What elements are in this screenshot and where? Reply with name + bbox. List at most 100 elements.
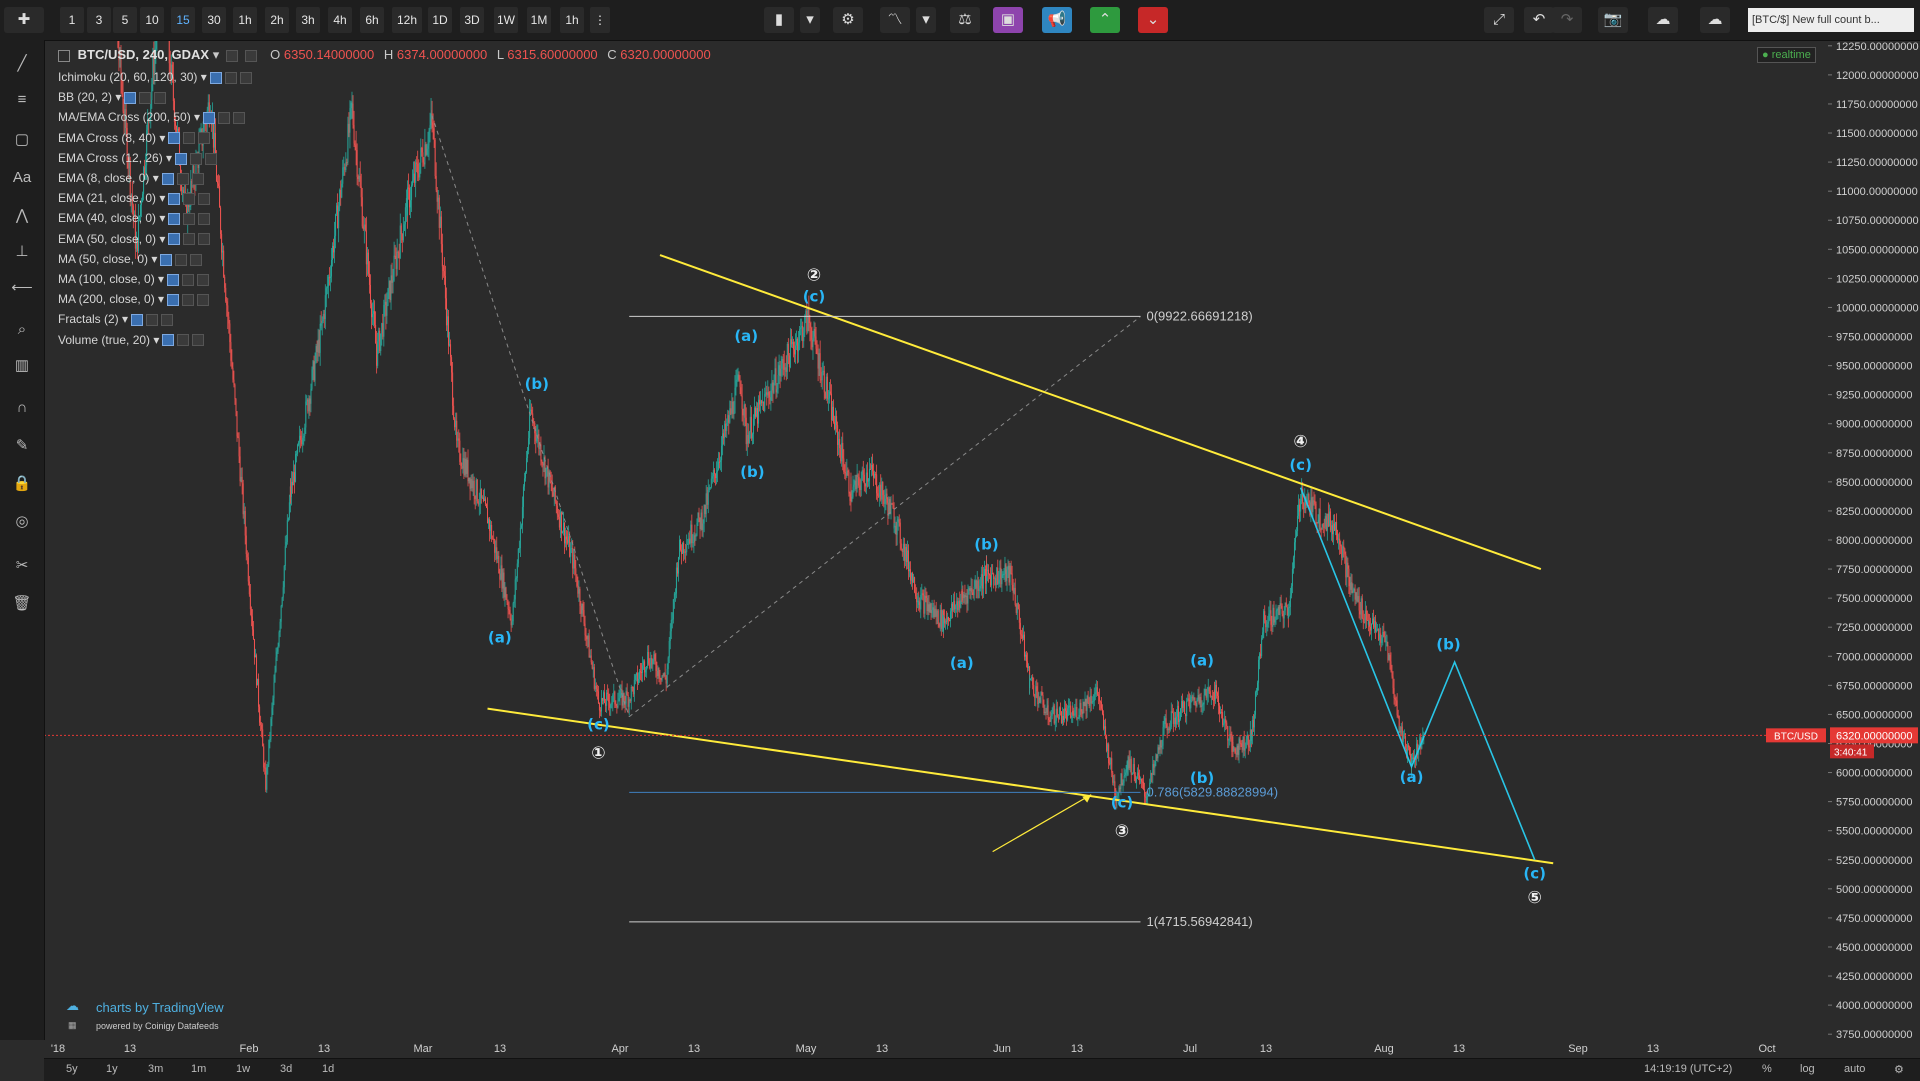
- range-1y-button[interactable]: 1y: [106, 1063, 118, 1075]
- hide-box-icon[interactable]: [224, 71, 237, 84]
- chevron-down-icon[interactable]: ▾: [112, 90, 122, 105]
- settings-box-icon[interactable]: [203, 112, 216, 125]
- ruler-icon[interactable]: ▥: [14, 357, 30, 374]
- interval-3D-button[interactable]: 3D: [460, 7, 484, 33]
- close-box-icon[interactable]: [233, 112, 246, 125]
- chart-legend[interactable]: BTC/USD, 240, GDAX ▾ O 6350.14000000 H 6…: [58, 47, 711, 63]
- indicator-label[interactable]: MA (200, close, 0): [58, 292, 155, 307]
- indicator-item[interactable]: EMA Cross (8, 40) ▾: [58, 130, 211, 146]
- indicator-item[interactable]: MA (100, close, 0) ▾: [58, 271, 210, 287]
- interval-10-button[interactable]: 10: [140, 7, 164, 33]
- hide-box-icon[interactable]: [177, 334, 190, 347]
- indicator-item[interactable]: MA/EMA Cross (200, 50) ▾: [58, 109, 246, 125]
- chevron-down-icon[interactable]: ▾: [156, 211, 166, 226]
- settings-box-icon[interactable]: [131, 314, 144, 327]
- log-toggle[interactable]: log: [1800, 1063, 1815, 1075]
- cube-icon[interactable]: ▣: [993, 7, 1023, 33]
- settings-box-icon[interactable]: [162, 334, 175, 347]
- camera-icon[interactable]: 📷: [1598, 7, 1628, 33]
- auto-toggle[interactable]: auto: [1844, 1063, 1866, 1075]
- indicators-icon[interactable]: 〽: [880, 7, 910, 33]
- chevron-down-icon[interactable]: ▾: [154, 272, 165, 286]
- chevron-down-icon[interactable]: ▾: [197, 70, 207, 84]
- interval-30-button[interactable]: 30: [202, 7, 226, 33]
- hide-box-icon[interactable]: [139, 92, 152, 105]
- chevron-down-icon[interactable]: ▾: [212, 47, 220, 62]
- indicator-label[interactable]: EMA Cross (12, 26): [58, 150, 163, 165]
- chevron-down-icon[interactable]: ▾: [149, 171, 159, 185]
- chevron-down-icon[interactable]: ▾: [156, 191, 166, 206]
- megaphone-icon[interactable]: 📢: [1042, 7, 1072, 33]
- rectangle-icon[interactable]: ▢: [14, 131, 30, 148]
- interval-15-button[interactable]: 15: [171, 7, 195, 33]
- chevron-down-icon[interactable]: ▾: [156, 130, 166, 145]
- hide-box-icon[interactable]: [176, 172, 189, 185]
- settings-box-icon[interactable]: [168, 213, 181, 226]
- trash-icon[interactable]: 🗑: [12, 595, 32, 612]
- indicator-label[interactable]: Volume (true, 20): [58, 332, 151, 347]
- close-box-icon[interactable]: [197, 294, 210, 307]
- hide-box-icon[interactable]: [183, 233, 196, 246]
- settings-box-icon[interactable]: [209, 71, 222, 84]
- chevron-down-icon[interactable]: ▾: [156, 231, 166, 246]
- close-box-icon[interactable]: [198, 132, 211, 145]
- hide-box-icon[interactable]: [218, 112, 231, 125]
- compare-icon[interactable]: ⚖: [950, 7, 980, 33]
- interval-5-button[interactable]: 5: [113, 7, 137, 33]
- range-5y-button[interactable]: 5y: [66, 1063, 78, 1075]
- interval-1h-button[interactable]: 1h: [560, 7, 584, 33]
- interval-1-button[interactable]: 1: [60, 7, 84, 33]
- interval-6h-button[interactable]: 6h: [360, 7, 384, 33]
- range-1m-button[interactable]: 1m: [191, 1063, 207, 1075]
- indicator-label[interactable]: EMA Cross (8, 40): [58, 130, 157, 145]
- settings-box-icon[interactable]: [167, 294, 180, 307]
- buy-icon[interactable]: ⌃: [1090, 7, 1120, 33]
- eye-hidden-icon[interactable]: ◎: [15, 513, 29, 530]
- indicator-label[interactable]: BB (20, 2): [58, 90, 113, 105]
- more-intervals-icon[interactable]: ⋮: [590, 7, 610, 33]
- close-box-icon[interactable]: [161, 314, 174, 327]
- credit-text[interactable]: charts by TradingView: [96, 1000, 224, 1015]
- indicator-item[interactable]: BB (20, 2) ▾: [58, 89, 167, 105]
- chevron-down-icon[interactable]: ▾: [162, 150, 173, 165]
- settings-box-icon[interactable]: [124, 92, 137, 105]
- indicator-label[interactable]: Ichimoku (20, 60, 120, 30): [58, 70, 198, 84]
- indicator-item[interactable]: Fractals (2) ▾: [58, 311, 174, 327]
- interval-1M-button[interactable]: 1M: [527, 7, 551, 33]
- interval-4h-button[interactable]: 4h: [328, 7, 352, 33]
- indicator-label[interactable]: Fractals (2): [58, 312, 119, 327]
- chevron-down-icon[interactable]: ▾: [190, 110, 201, 125]
- settings-box-icon[interactable]: [161, 172, 174, 185]
- gear-icon[interactable]: ⚙: [833, 7, 863, 33]
- indicator-item[interactable]: EMA (40, close, 0) ▾: [58, 210, 211, 226]
- crosshair-icon[interactable]: ✚: [4, 7, 44, 33]
- interval-12h-button[interactable]: 12h: [392, 7, 422, 33]
- close-box-icon[interactable]: [244, 49, 257, 62]
- lock-icon[interactable]: 🔒: [12, 475, 32, 492]
- chevron-down-icon[interactable]: ▾: [916, 7, 936, 33]
- time-axis[interactable]: '18 13 Feb 13 Mar 13 Apr 13 May 13 Jun 13 Jul 13 Aug 13…: [44, 1040, 1828, 1058]
- close-box-icon[interactable]: [192, 334, 205, 347]
- indicator-label[interactable]: EMA (50, close, 0): [58, 231, 157, 246]
- indicator-label[interactable]: MA (100, close, 0): [58, 272, 155, 286]
- close-box-icon[interactable]: [197, 273, 210, 286]
- settings-box-icon[interactable]: [160, 253, 173, 266]
- range-1d-button[interactable]: 1d: [322, 1063, 335, 1075]
- gear-icon[interactable]: ⚙: [1894, 1064, 1904, 1076]
- close-box-icon[interactable]: [205, 152, 218, 165]
- magnet-icon[interactable]: ∩: [16, 399, 28, 416]
- range-3d-button[interactable]: 3d: [280, 1063, 293, 1075]
- settings-box-icon[interactable]: [168, 132, 181, 145]
- arrow-left-icon[interactable]: ⟵: [11, 279, 33, 296]
- interval-2h-button[interactable]: 2h: [265, 7, 289, 33]
- fullscreen-icon[interactable]: ⤢: [1484, 7, 1514, 33]
- indicator-label[interactable]: MA (50, close, 0): [58, 251, 149, 266]
- range-3m-button[interactable]: 3m: [148, 1063, 164, 1075]
- close-box-icon[interactable]: [239, 71, 252, 84]
- indicator-item[interactable]: Ichimoku (20, 60, 120, 30) ▾: [58, 69, 252, 85]
- chevron-down-icon[interactable]: ▾: [154, 292, 165, 307]
- close-box-icon[interactable]: [190, 253, 203, 266]
- interval-3h-button[interactable]: 3h: [296, 7, 320, 33]
- indicator-label[interactable]: EMA (21, close, 0): [58, 191, 157, 206]
